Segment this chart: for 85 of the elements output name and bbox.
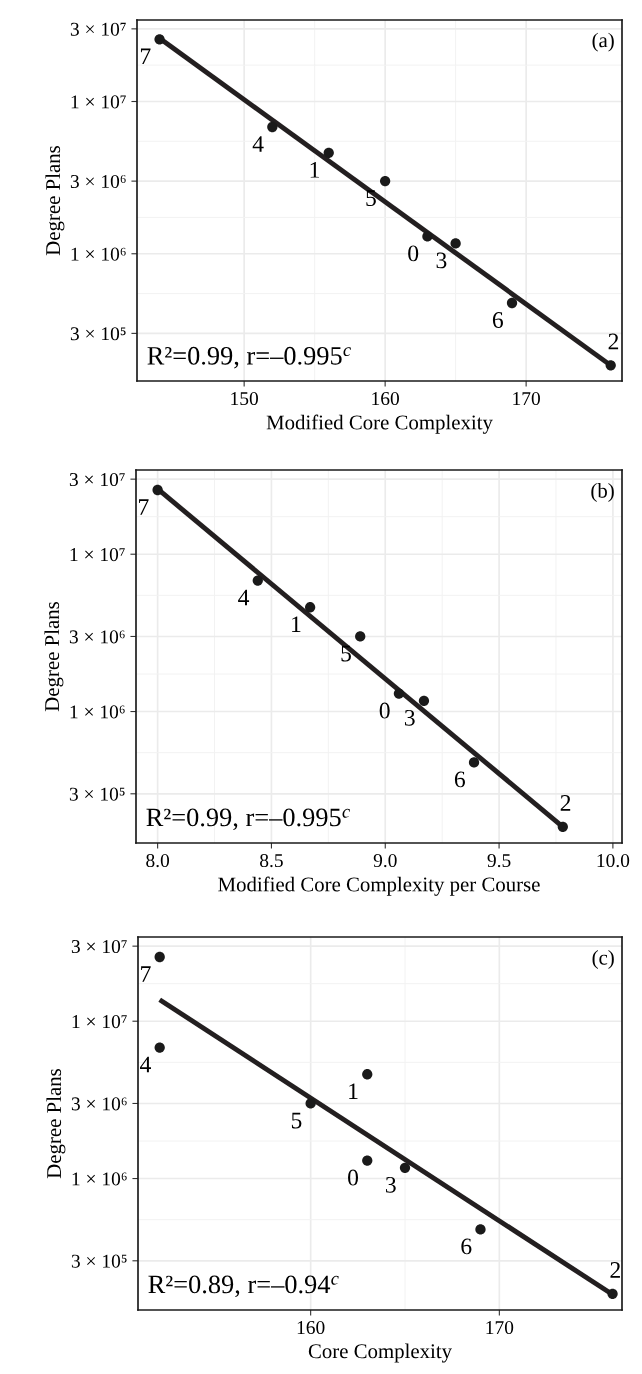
x-tick-label: 8.0 <box>146 853 170 868</box>
y-tick-label: 3 × 10⁶ <box>69 630 125 644</box>
point <box>154 1042 165 1053</box>
annotation: 3 <box>385 1176 396 1193</box>
annotation: 7 <box>141 966 151 982</box>
annotation: 7 <box>140 48 151 65</box>
point <box>450 238 461 249</box>
x-axis-title: Modified Core Complexity per Course <box>218 876 540 896</box>
y-axis-title: Degree Plans <box>46 1069 66 1179</box>
point <box>362 1155 373 1166</box>
y-tick-label: 3 × 10⁷ <box>71 939 127 954</box>
annotation: 3 <box>404 709 415 726</box>
annotation: 0 <box>379 702 390 719</box>
y-axis-title: Degree Plans <box>45 146 65 256</box>
point <box>304 602 316 613</box>
point <box>557 821 568 832</box>
x-tick-label: 160 <box>372 391 399 406</box>
y-tick-label: 1 × 10⁷ <box>71 95 126 109</box>
annotation: 4 <box>238 589 250 606</box>
annotation: 1 <box>292 616 301 632</box>
point <box>506 297 518 309</box>
point <box>305 1098 316 1109</box>
annotation: 0 <box>408 245 419 262</box>
y-tick-label: 3 × 10⁵ <box>70 327 126 341</box>
annotation: R²=0.99, r=–0.995$^{c}$ <box>146 808 350 831</box>
y-tick-label: 3 × 10⁶ <box>71 1097 127 1111</box>
x-axis-title: Core Complexity <box>308 1343 452 1363</box>
annotation: 1 <box>349 1083 358 1099</box>
y-tick-label: 3 × 10⁵ <box>69 787 125 801</box>
point <box>379 175 391 187</box>
y-tick-label: 3 × 10⁶ <box>70 174 126 189</box>
y-tick-label: 3 × 10⁷ <box>69 472 125 487</box>
annotation: 5 <box>291 1112 302 1129</box>
point <box>154 951 165 963</box>
annotation: 7 <box>139 499 149 515</box>
point <box>355 631 366 642</box>
annotation: 0 <box>348 1169 359 1186</box>
point <box>323 147 334 158</box>
point <box>607 1288 618 1299</box>
annotation: 6 <box>492 312 503 328</box>
annotation: 5 <box>341 645 351 662</box>
x-tick-label: 9.5 <box>487 854 511 868</box>
annotation: (a) <box>592 32 614 52</box>
annotation: 2 <box>560 795 571 811</box>
point <box>152 484 163 496</box>
x-tick-label: 8.5 <box>260 853 283 868</box>
annotation: R²=0.89, r=–0.94$^{c}$ <box>148 1275 339 1298</box>
x-tick-label: 170 <box>486 1320 514 1335</box>
x-tick-label: 150 <box>231 391 258 406</box>
annotation: 4 <box>140 1056 151 1073</box>
x-tick-label: 10.0 <box>597 853 630 868</box>
annotation: 2 <box>608 333 619 350</box>
x-axis-title: Modified Core Complexity <box>266 414 493 434</box>
point <box>393 688 405 699</box>
annotation: 3 <box>436 252 447 269</box>
annotation: 6 <box>454 771 465 788</box>
point <box>418 695 430 706</box>
y-tick-label: 3 × 10⁷ <box>70 22 126 36</box>
point <box>468 757 480 768</box>
x-tick-label: 160 <box>297 1320 325 1335</box>
x-tick-label: 170 <box>513 391 540 406</box>
y-tick-label: 1 × 10⁶ <box>70 705 125 719</box>
annotation: (b) <box>591 483 614 502</box>
y-tick-label: 1 × 10⁷ <box>70 548 125 562</box>
annotation: (c) <box>592 950 614 969</box>
point <box>399 1162 411 1173</box>
annotation: 2 <box>610 1262 620 1278</box>
y-tick-label: 3 × 10⁵ <box>71 1254 127 1268</box>
annotation: 5 <box>366 190 376 207</box>
point <box>252 575 263 586</box>
annotation: 1 <box>310 161 319 178</box>
y-tick-label: 1 × 10⁶ <box>72 1172 127 1186</box>
y-tick-label: 1 × 10⁷ <box>72 1015 127 1029</box>
x-tick-label: 9.0 <box>373 853 397 868</box>
annotation: 6 <box>461 1238 472 1255</box>
point <box>422 231 433 242</box>
point <box>267 121 278 133</box>
point <box>475 1224 486 1235</box>
y-axis-title: Degree Plans <box>44 602 64 712</box>
point <box>154 34 165 45</box>
point <box>362 1069 373 1080</box>
annotation: R²=0.99, r=–0.995$^{c}$ <box>147 346 351 369</box>
annotation: 4 <box>252 136 264 152</box>
y-tick-label: 1 × 10⁶ <box>71 247 126 261</box>
point <box>605 360 616 371</box>
